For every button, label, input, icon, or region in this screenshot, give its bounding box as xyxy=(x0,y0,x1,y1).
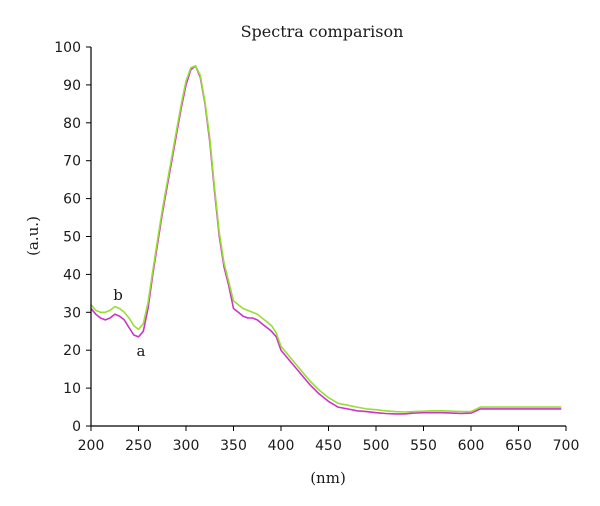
x-tick-label: 450 xyxy=(315,438,342,454)
y-tick-label: 50 xyxy=(63,230,81,246)
y-tick-label: 40 xyxy=(63,267,81,283)
plot-area xyxy=(90,65,562,415)
x-tick-label: 600 xyxy=(458,438,485,454)
series-label-b: b xyxy=(113,286,123,304)
series-label-a: a xyxy=(137,342,146,360)
y-axis-label: (a.u.) xyxy=(24,216,42,256)
y-tick-label: 20 xyxy=(63,343,81,359)
y-tick-label: 10 xyxy=(63,381,81,397)
x-tick-label: 700 xyxy=(553,438,580,454)
y-tick-label: 80 xyxy=(63,116,81,132)
x-tick-label: 400 xyxy=(268,438,295,454)
y-tick-label: 30 xyxy=(63,305,81,321)
x-tick-label: 650 xyxy=(505,438,532,454)
x-tick-label: 550 xyxy=(410,438,437,454)
x-tick-label: 500 xyxy=(363,438,390,454)
y-tick-label: 60 xyxy=(63,192,81,208)
y-tick-label: 100 xyxy=(54,40,81,56)
y-axis: 0 10 20 30 40 50 60 70 80 90 100 xyxy=(54,40,91,435)
y-tick-label: 90 xyxy=(63,78,81,94)
y-tick-label: 70 xyxy=(63,154,81,170)
series-line-b xyxy=(90,65,562,413)
x-axis-label: (nm) xyxy=(310,469,346,487)
x-tick-label: 300 xyxy=(173,438,200,454)
series-line-a xyxy=(90,65,562,415)
chart-title: Spectra comparison xyxy=(241,22,404,41)
x-tick-label: 250 xyxy=(125,438,152,454)
y-tick-label: 0 xyxy=(72,419,81,435)
x-axis: 200 250 300 350 400 450 500 550 600 650 700 xyxy=(78,426,580,454)
x-tick-label: 350 xyxy=(220,438,247,454)
x-tick-label: 200 xyxy=(78,438,105,454)
